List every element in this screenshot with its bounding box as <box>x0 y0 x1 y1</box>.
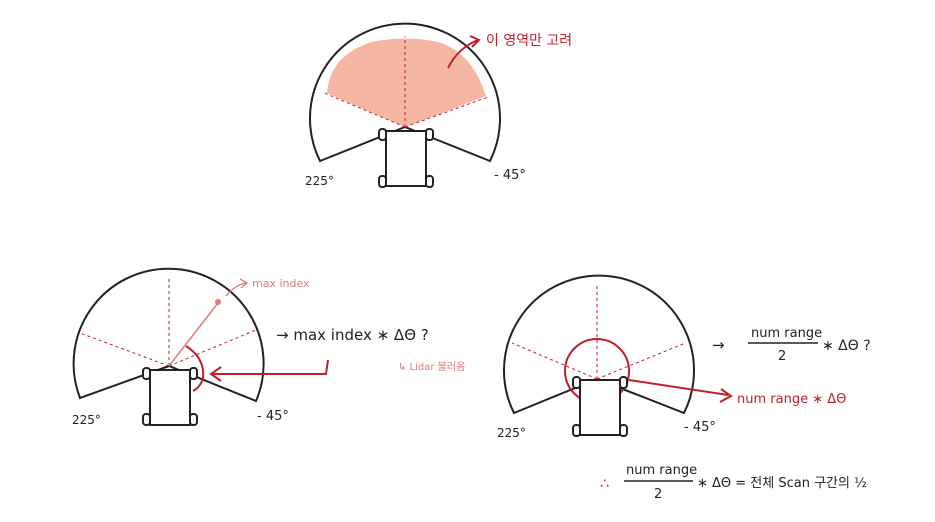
top-diagram: 이 영역만 고려 225° - 45° <box>305 22 572 188</box>
conclusion-suffix: ∗ ΔΘ = 전체 Scan 구간의 ½ <box>697 476 867 491</box>
therefore-symbol: ∴ <box>600 476 609 492</box>
num-range-label: num range ∗ ΔΘ <box>737 392 846 407</box>
formula-numerator: num range <box>751 326 822 341</box>
lidar-note: ↳ Lidar 불러옴 <box>398 361 465 373</box>
annotation-arrowhead <box>469 35 481 48</box>
conclusion-formula: ∴ num range 2 ∗ ΔΘ = 전체 Scan 구간의 ½ <box>600 463 867 502</box>
red-pointer-line <box>628 379 729 396</box>
sector-divider <box>168 329 257 367</box>
lidar-scan-fan <box>309 22 501 163</box>
max-index-pointer-arrowhead <box>239 278 249 289</box>
red-pointer-line <box>212 359 329 375</box>
sector-divider <box>596 343 684 380</box>
angle-label-right: - 45° <box>494 168 526 183</box>
highlighted-scan-region <box>327 38 486 127</box>
sector-divider <box>79 332 170 367</box>
max-index-ray <box>168 302 219 367</box>
angle-label-right: - 45° <box>257 409 289 424</box>
max-index-point <box>215 299 221 305</box>
red-pointer-arrowhead <box>209 366 222 382</box>
formula-suffix: ∗ ΔΘ ? <box>822 338 871 354</box>
max-index-label: max index <box>252 277 310 290</box>
formula-denominator: 2 <box>778 349 786 364</box>
conclusion-numerator: num range <box>626 463 697 478</box>
max-index-pointer-arrow <box>225 282 247 297</box>
robot-body <box>142 367 198 426</box>
robot-body <box>378 128 434 188</box>
annotation-text: 이 영역만 고려 <box>486 33 572 49</box>
red-pointer-arrowhead <box>719 388 733 403</box>
angle-label-right: - 45° <box>684 420 716 435</box>
lidar-scan-fan <box>503 274 695 415</box>
robot-body <box>572 376 628 437</box>
angle-arc <box>185 345 205 392</box>
annotation-arrow <box>447 39 479 69</box>
bottom-right-diagram: num range ∗ ΔΘ → num range 2 ∗ ΔΘ ? 225°… <box>497 274 871 440</box>
conclusion-denominator: 2 <box>654 487 662 502</box>
angle-label-left: 225° <box>72 413 101 427</box>
lidar-scan-fan <box>72 267 265 403</box>
formula-arrow: → <box>712 336 725 354</box>
angle-label-left: 225° <box>305 174 334 188</box>
sector-divider <box>511 342 598 380</box>
formula-text: → max index ∗ ΔΘ ? <box>276 326 429 344</box>
angle-label-left: 225° <box>497 426 526 440</box>
sector-divider <box>404 96 489 128</box>
bottom-left-diagram: max index → max index ∗ ΔΘ ? ↳ Lidar 불러옴… <box>72 267 465 427</box>
